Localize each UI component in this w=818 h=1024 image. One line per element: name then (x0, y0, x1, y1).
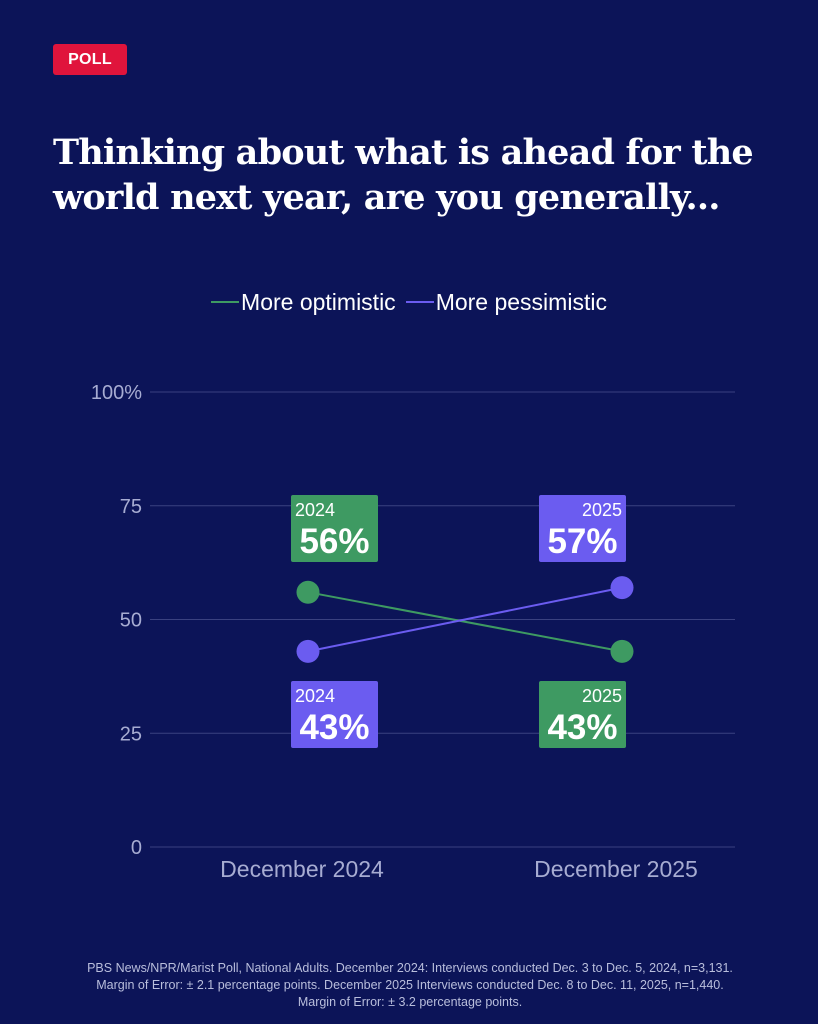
y-tick-label: 100% (91, 382, 142, 404)
data-label-box-optimistic (539, 681, 626, 748)
series-line-optimistic (307, 591, 623, 653)
chart-legend: More optimistic More pessimistic (0, 284, 818, 320)
data-label-year: 2025 (582, 686, 622, 706)
legend-label-pessimistic: More pessimistic (435, 288, 607, 315)
legend-item-optimistic: More optimistic (211, 289, 396, 316)
data-point-pessimistic (296, 639, 320, 663)
legend-swatch-optimistic (211, 301, 240, 303)
y-tick-label: 50 (120, 610, 142, 632)
y-tick-label: 0 (131, 837, 142, 859)
y-tick-label: 25 (120, 723, 142, 745)
data-label-value: 43% (547, 708, 617, 747)
legend-item-pessimistic: More pessimistic (405, 288, 607, 316)
series-line-pessimistic (307, 586, 623, 653)
data-label-box-pessimistic (539, 495, 626, 562)
data-label-box-pessimistic (291, 681, 378, 748)
chart-title: Thinking about what is ahead for the wor… (53, 132, 754, 218)
y-tick-label: 75 (120, 496, 142, 518)
x-category-label: December 2024 (220, 856, 384, 882)
legend-label-optimistic: More optimistic (241, 288, 396, 315)
source-footnote: PBS News/NPR/Marist Poll, National Adult… (87, 961, 733, 1009)
data-point-optimistic (610, 639, 634, 663)
data-point-pessimistic (610, 576, 634, 600)
data-label-value: 57% (547, 522, 617, 561)
data-label-value: 43% (299, 708, 369, 747)
x-category-label: December 2025 (534, 856, 698, 882)
data-label-box-optimistic (291, 495, 378, 562)
poll-badge: POLL (53, 44, 127, 75)
data-point-optimistic (296, 580, 320, 604)
data-label-year: 2025 (582, 500, 622, 520)
data-label-year: 2024 (295, 686, 335, 706)
legend-swatch-pessimistic (405, 301, 434, 303)
data-label-year: 2024 (295, 500, 335, 520)
data-label-value: 56% (299, 522, 369, 561)
